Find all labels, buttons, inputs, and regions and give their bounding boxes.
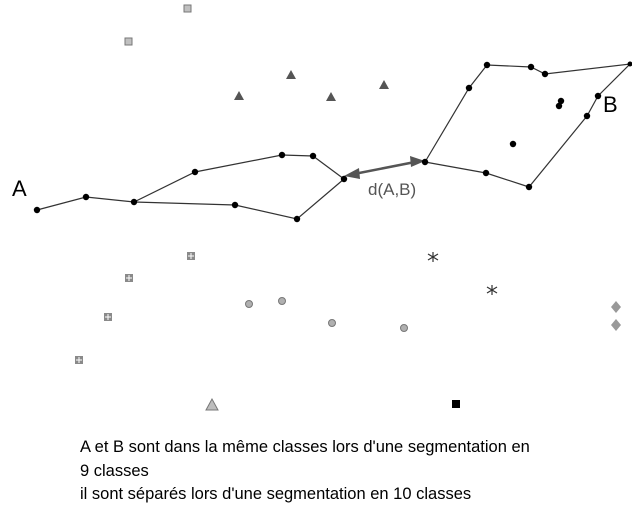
light-square-points xyxy=(124,4,192,46)
data-point xyxy=(527,63,535,71)
data-point xyxy=(309,152,317,160)
data-point xyxy=(594,92,602,100)
data-point xyxy=(33,206,41,214)
data-point xyxy=(482,169,490,177)
data-point xyxy=(555,102,563,110)
square-marker xyxy=(183,4,192,13)
square-marker xyxy=(187,252,195,260)
distance-arrow xyxy=(344,156,425,179)
data-point xyxy=(525,183,533,191)
star-marker xyxy=(427,252,439,262)
square-marker xyxy=(75,356,83,364)
cluster-b-points xyxy=(421,61,632,191)
data-point xyxy=(557,97,565,105)
data-point xyxy=(583,112,591,120)
cluster-a-top-path xyxy=(36,154,345,211)
circle-points xyxy=(245,297,408,332)
caption-line-2: 9 classes xyxy=(80,461,149,480)
data-point xyxy=(293,215,301,223)
diamond-marker xyxy=(611,319,621,331)
diamond-marker xyxy=(611,301,621,313)
black-square-marker xyxy=(452,400,460,408)
light-triangle-marker xyxy=(205,397,219,411)
mid-square-points xyxy=(75,252,195,364)
star-points xyxy=(427,252,498,295)
data-point xyxy=(541,70,549,78)
data-point xyxy=(340,175,348,183)
triangle-marker xyxy=(234,91,244,100)
segmentation-diagram: A B d(A,B) xyxy=(12,4,632,411)
triangle-marker xyxy=(379,80,389,89)
star-marker xyxy=(486,285,498,295)
square-marker xyxy=(125,274,133,282)
diamond-points xyxy=(611,301,621,331)
data-point xyxy=(627,61,632,67)
square-marker xyxy=(104,313,112,321)
data-point xyxy=(278,151,286,159)
point-b-label: B xyxy=(603,92,618,117)
caption-line-1: A et B sont dans la même classes lors d'… xyxy=(80,438,530,456)
square-marker xyxy=(124,37,133,46)
data-point xyxy=(130,198,138,206)
triangle-marker xyxy=(286,70,296,79)
data-point xyxy=(231,201,239,209)
cluster-a-bottom-path xyxy=(133,178,345,220)
circle-marker xyxy=(328,319,336,327)
circle-marker xyxy=(245,300,253,308)
distance-label: d(A,B) xyxy=(368,180,416,199)
data-point xyxy=(82,193,90,201)
point-a-label: A xyxy=(12,176,27,201)
circle-marker xyxy=(400,324,408,332)
data-point xyxy=(191,168,199,176)
data-point xyxy=(483,61,491,69)
dark-triangle-points xyxy=(234,70,389,101)
data-point xyxy=(465,84,473,92)
cluster-a-points xyxy=(33,151,348,223)
triangle-marker xyxy=(326,92,336,101)
data-point xyxy=(509,140,517,148)
caption-line-3: il sont séparés lors d'une segmentation … xyxy=(80,485,472,503)
cluster-b-path xyxy=(424,63,632,188)
circle-marker xyxy=(278,297,286,305)
caption: A et B sont dans la même classes lors d'… xyxy=(80,436,628,507)
data-point xyxy=(421,158,429,166)
